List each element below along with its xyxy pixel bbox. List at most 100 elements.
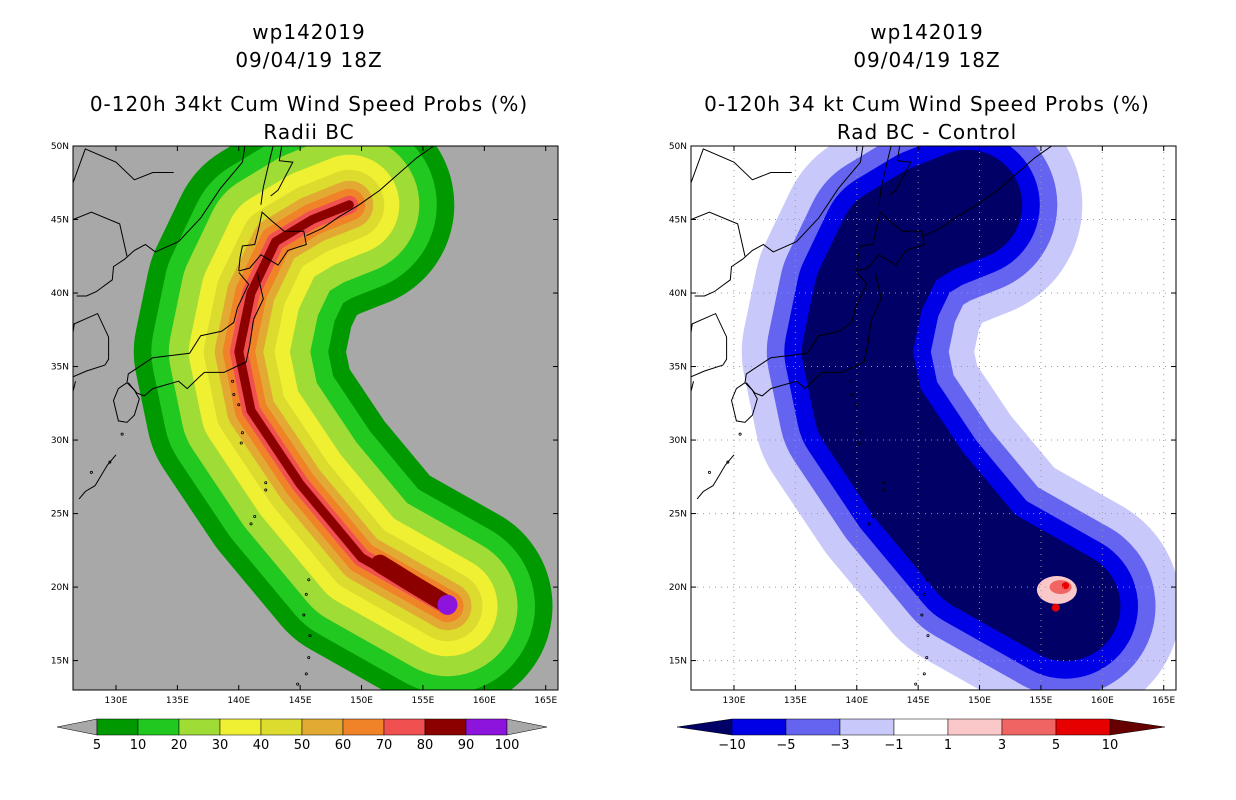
left-island-1 [232, 392, 236, 396]
right-colorbar-under [676, 718, 733, 736]
left-colorbar-label: 10 [130, 738, 147, 753]
left-island-13 [307, 656, 311, 660]
right-gridlines [691, 146, 1176, 690]
left-coastline-4 [260, 146, 274, 205]
right-colorbar-seg [1001, 718, 1057, 736]
right-island-9 [925, 578, 929, 582]
right-xtick-label: 130E [723, 696, 746, 706]
right-xtick-label: 145E [907, 696, 930, 706]
right-island-6 [882, 488, 886, 492]
left-coastline-11 [78, 454, 117, 500]
right-ytick-label: 15N [669, 657, 687, 667]
right-pos-region-peak-1 [1061, 582, 1069, 590]
right-coastline-1 [745, 272, 882, 397]
left-colorbar-seg [260, 718, 303, 736]
right-coastline-3 [856, 211, 925, 272]
left-storm-id: wp142019 [252, 20, 366, 44]
right-colorbar-label: 3 [998, 738, 1006, 753]
left-island-17 [39, 523, 41, 525]
right-coastline-6 [691, 312, 728, 378]
left-colorbar-label: 40 [253, 738, 270, 753]
right-island-8 [867, 522, 871, 526]
left-colorbar-seg [424, 718, 467, 736]
right-island-19 [726, 460, 730, 464]
left-xtick-label: 165E [534, 696, 557, 706]
left-contour-band-80-core [371, 554, 457, 614]
right-coastline-4 [878, 146, 892, 205]
left-coastline-3 [238, 211, 307, 272]
left-coastline-0 [126, 272, 250, 383]
right-ytick-label: 50N [669, 142, 687, 152]
left-coastline-9 [73, 211, 128, 257]
left-colorbar-label: 100 [495, 738, 520, 753]
right-xtick-label: 150E [968, 696, 991, 706]
left-ytick-label: 20N [51, 583, 69, 593]
right-island-14 [922, 672, 926, 676]
right-island-20 [738, 432, 742, 436]
right-storm-id: wp142019 [870, 20, 984, 44]
left-ytick-label: 25N [51, 510, 69, 520]
left-island-14 [304, 672, 308, 676]
left-coastline-7 [76, 146, 246, 297]
left-coastline-14 [306, 146, 435, 237]
right-xtick-label: 160E [1091, 696, 1114, 706]
right-coastline-0 [744, 272, 868, 383]
left-plot-frame [72, 145, 559, 691]
right-island-15 [914, 682, 918, 686]
left-colorbar-label: 30 [212, 738, 229, 753]
right-ytick-label: 20N [669, 583, 687, 593]
left-datetime: 09/04/19 18Z [235, 48, 383, 72]
right-island-0 [849, 379, 853, 383]
right-colorbar-label: −5 [776, 738, 795, 753]
right-colorbar: −10 −5 −3 −1 1 3 5 10 [676, 718, 1166, 753]
right-island-13 [925, 656, 929, 660]
left-xtick-label: 145E [289, 696, 312, 706]
left-colorbar-seg [342, 718, 385, 736]
right-colorbar-seg [785, 718, 841, 736]
left-island-10 [304, 592, 308, 596]
left-coastline-1 [127, 272, 264, 397]
left-colorbar-label: 50 [294, 738, 311, 753]
left-coastline-13 [422, 146, 425, 147]
left-island-18 [89, 470, 93, 474]
right-colorbar-seg [893, 718, 949, 736]
right-colorbar-label: −3 [830, 738, 849, 753]
left-colorbar-label: 20 [171, 738, 188, 753]
right-coastline-5 [888, 146, 912, 197]
right-coastline-11 [696, 454, 735, 500]
right-ytick-label: 25N [669, 510, 687, 520]
left-coastline-2 [112, 382, 140, 423]
left-xtick-label: 140E [227, 696, 250, 706]
left-subtitle: Radii BC [263, 120, 355, 144]
right-plot-frame [690, 145, 1177, 691]
right-colorbar-label: 5 [1052, 738, 1060, 753]
left-coastline-8 [73, 148, 174, 183]
right-ytick-label: 35N [669, 363, 687, 373]
right-xtick-label: 135E [784, 696, 807, 706]
left-xtick-label: 135E [166, 696, 189, 706]
right-island-5 [882, 481, 886, 485]
left-island-5 [264, 481, 268, 485]
right-colorbar-label: −1 [884, 738, 903, 753]
right-coastline-9 [691, 211, 746, 257]
left-coastline-5 [270, 146, 294, 197]
left-ytick-label: 40N [51, 289, 69, 299]
left-colorbar-under [56, 718, 98, 736]
right-chart-svg: 130E 135E 140E 145E 150E 155E 160E 165E 50N 45N 40… [669, 142, 1177, 753]
left-ytick-label: 50N [51, 142, 69, 152]
left-island-19 [108, 460, 112, 464]
right-coastline-14 [924, 146, 1053, 237]
left-colorbar-label: 90 [458, 738, 475, 753]
left-colorbar-label: 5 [93, 738, 101, 753]
right-subtitle: Rad BC - Control [836, 120, 1018, 144]
left-island-4 [239, 441, 243, 445]
left-island-9 [307, 578, 311, 582]
right-coastline-8 [691, 148, 792, 183]
left-contour-fields [133, 146, 553, 690]
right-title: 0-120h 34 kt Cum Wind Speed Probs (%) [704, 92, 1150, 116]
right-coastline-13 [1040, 146, 1043, 147]
left-coastline-6 [73, 312, 110, 378]
right-island-7 [871, 515, 875, 519]
left-xtick-label: 160E [473, 696, 496, 706]
right-island-12 [926, 634, 930, 638]
